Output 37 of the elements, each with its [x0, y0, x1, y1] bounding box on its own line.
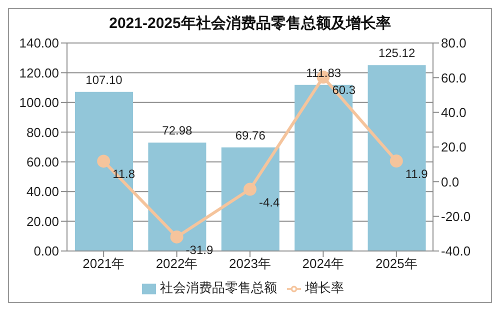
- y-tick-label: 140.00: [19, 36, 59, 51]
- y2-tick-label: -40.0: [441, 244, 471, 259]
- data-label: 107.10: [86, 72, 123, 87]
- y2-tick-label: -20.0: [441, 208, 471, 224]
- x-tick-label: 2022年: [156, 256, 198, 272]
- point: [390, 154, 403, 168]
- bar: [294, 84, 353, 251]
- y-tick-label: 20.00: [26, 214, 59, 229]
- x-tick-label: 2021年: [82, 256, 125, 272]
- y-tick-label: 0.00: [34, 244, 59, 259]
- x-tick-label: 2025年: [375, 256, 418, 272]
- y-tick-label: 80.00: [26, 124, 59, 140]
- bar: [221, 147, 280, 251]
- legend-label: 增长率: [305, 280, 344, 295]
- x-tick-label: 2023年: [229, 256, 271, 272]
- legend-label: 社会消费品零售总额: [160, 280, 277, 295]
- y-tick-label: 40.00: [26, 184, 59, 200]
- point: [97, 154, 110, 168]
- data-label: 72.98: [162, 124, 193, 138]
- y2-tick-label: 20.0: [441, 140, 466, 155]
- y2-tick-label: 0.0: [441, 174, 460, 190]
- data-label: 111.83: [306, 66, 342, 80]
- bar: [75, 92, 133, 251]
- y-tick-label: 60.00: [26, 154, 59, 170]
- chart-title: 2021-2025年社会消费品零售总额及增长率: [108, 14, 392, 34]
- y2-tick-label: 80.0: [441, 36, 466, 51]
- point: [244, 182, 256, 196]
- data-label: -4.4: [259, 195, 280, 210]
- y-tick-label: 100.00: [19, 95, 59, 110]
- point: [170, 230, 184, 244]
- data-label: 125.12: [378, 46, 416, 60]
- data-label: 69.76: [235, 128, 266, 142]
- bar: [368, 65, 426, 251]
- y-tick-label: 120.00: [19, 65, 59, 80]
- y2-tick-label: 60.0: [441, 70, 466, 86]
- x-tick-label: 2024年: [302, 256, 344, 272]
- y2-tick-label: 40.0: [441, 104, 466, 120]
